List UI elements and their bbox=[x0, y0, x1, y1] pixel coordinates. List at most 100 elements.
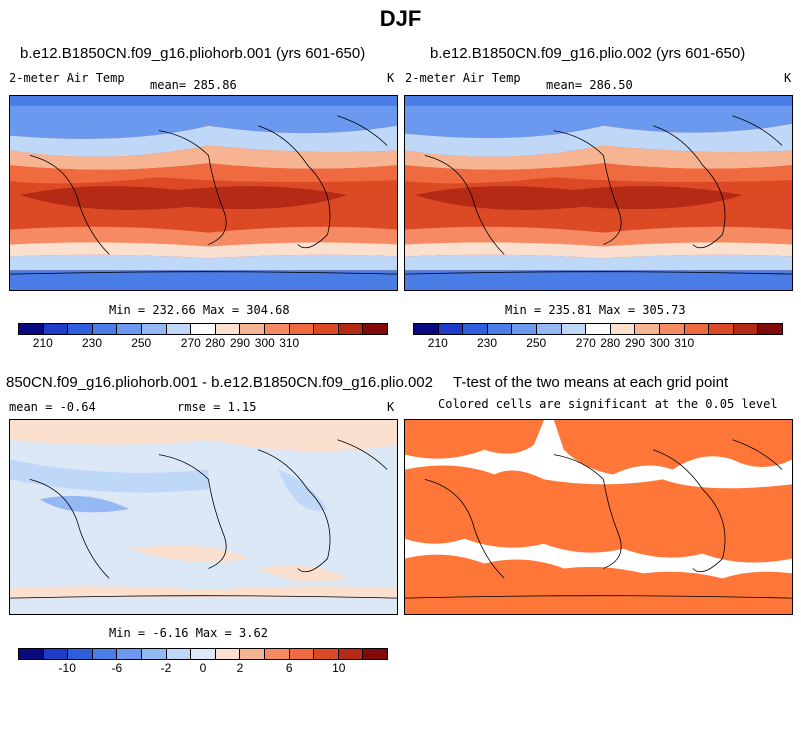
panel-2-minmax: Min = 235.81 Max = 305.73 bbox=[505, 303, 686, 317]
panel-3-colorbar-tick-label: 10 bbox=[332, 661, 346, 675]
panel-2-colorbar-swatch bbox=[733, 324, 759, 334]
panel-2-colorbar-tick-label: 250 bbox=[526, 336, 547, 350]
panel-2-colorbar-tick-label: 210 bbox=[427, 336, 448, 350]
panel-3-colorbar-ticks: -10 -6 -2 0 2 6 10 bbox=[18, 660, 388, 678]
panel-2-map bbox=[404, 95, 793, 291]
panel-2-colorbar-tick-label: 270 bbox=[575, 336, 596, 350]
panel-3-colorbar-swatch bbox=[289, 649, 315, 659]
temperature-map-1 bbox=[10, 96, 397, 290]
panel-3-colorbar-swatch bbox=[314, 649, 339, 659]
ttest-region-north-east bbox=[553, 420, 792, 475]
panel-1-colorbar-tick-label: 290 bbox=[229, 336, 251, 350]
panel-2-colorbar-swatch bbox=[586, 324, 611, 334]
panel-3-colorbar-swatch bbox=[141, 649, 167, 659]
panel-3-map bbox=[9, 419, 398, 615]
panel-2-mean: mean= 286.50 bbox=[546, 78, 633, 92]
panel-2-colorbar-tick-label: 230 bbox=[476, 336, 498, 350]
panel-3-colorbar-tick-label: 0 bbox=[199, 661, 207, 675]
panel-2-colorbar-swatch bbox=[414, 324, 439, 334]
panel-2-units: K bbox=[784, 71, 792, 85]
panel-3-colorbar-tick-label: 2 bbox=[236, 661, 244, 675]
panel-1-colorbar-swatch bbox=[19, 324, 44, 334]
panel-1-title: b.e12.B1850CN.f09_g16.pliohorb.001 (yrs … bbox=[20, 45, 366, 62]
panel-3-colorbar-swatches bbox=[18, 648, 388, 660]
panel-1-colorbar-ticks: 210 230 250 270 280 290 300 310 bbox=[18, 335, 388, 353]
panel-1-colorbar: 210 230 250 270 280 290 300 310 bbox=[18, 323, 388, 353]
panel-1-colorbar-swatch bbox=[215, 324, 241, 334]
panel-3-units: K bbox=[387, 400, 395, 414]
difference-map bbox=[10, 420, 397, 614]
panel-3-colorbar-swatch bbox=[240, 649, 265, 659]
panel-2-colorbar-tick-label: 300 bbox=[649, 336, 670, 350]
panel-3-colorbar-swatch bbox=[264, 649, 290, 659]
panel-3-colorbar-swatch bbox=[166, 649, 192, 659]
panel-1-mean: mean= 285.86 bbox=[150, 78, 237, 92]
panel-1-colorbar-swatch bbox=[289, 324, 315, 334]
panel-3-colorbar-swatch bbox=[363, 649, 387, 659]
panel-1-variable: 2-meter Air Temp bbox=[9, 71, 125, 85]
panel-1-colorbar-tick-label: 280 bbox=[205, 336, 226, 350]
panel-1-colorbar-swatch bbox=[141, 324, 167, 334]
panel-1-colorbar-swatch bbox=[191, 324, 216, 334]
panel-1-colorbar-tick-label: 230 bbox=[81, 336, 103, 350]
panel-1-colorbar-tick-label: 270 bbox=[180, 336, 201, 350]
panel-3-colorbar-swatch bbox=[191, 649, 216, 659]
ttest-region-south bbox=[405, 554, 792, 614]
panel-3-colorbar-tick-label: 6 bbox=[285, 661, 293, 675]
panel-3-colorbar-tick-label: -2 bbox=[160, 661, 172, 675]
panel-3-colorbar: -10 -6 -2 0 2 6 10 bbox=[18, 648, 388, 678]
panel-3-mean: mean = -0.64 bbox=[9, 400, 96, 414]
ttest-region-north-west bbox=[405, 420, 544, 459]
panel-2-colorbar-swatch bbox=[536, 324, 562, 334]
panel-2-variable: 2-meter Air Temp bbox=[405, 71, 521, 85]
panel-2-colorbar-tick-label: 280 bbox=[600, 336, 621, 350]
panel-3-minmax: Min = -6.16 Max = 3.62 bbox=[109, 626, 268, 640]
panel-1-colorbar-tick-label: 250 bbox=[131, 336, 152, 350]
panel-1-colorbar-swatch bbox=[166, 324, 192, 334]
panel-3-colorbar-swatch bbox=[338, 649, 364, 659]
panel-4-map bbox=[404, 419, 793, 615]
panel-2-colorbar-swatch bbox=[561, 324, 587, 334]
panel-3-colorbar-swatch bbox=[19, 649, 44, 659]
panel-3-colorbar-swatch bbox=[43, 649, 69, 659]
panel-1-minmax: Min = 232.66 Max = 304.68 bbox=[109, 303, 290, 317]
panel-3-colorbar-swatch bbox=[68, 649, 93, 659]
ttest-region-tropics bbox=[405, 465, 792, 563]
panel-3-colorbar-swatch bbox=[215, 649, 241, 659]
panel-2-colorbar-swatch bbox=[709, 324, 734, 334]
panel-2-colorbar-tick-label: 310 bbox=[674, 336, 695, 350]
panel-2-colorbar-swatch bbox=[758, 324, 782, 334]
panel-1-colorbar-swatch bbox=[117, 324, 142, 334]
panel-1-colorbar-swatch bbox=[240, 324, 265, 334]
panel-2-title: b.e12.B1850CN.f09_g16.plio.002 (yrs 601-… bbox=[430, 45, 746, 62]
panel-1-units: K bbox=[387, 71, 395, 85]
panel-4-title: T-test of the two means at each grid poi… bbox=[453, 374, 729, 391]
panel-3-colorbar-tick-label: -10 bbox=[58, 661, 76, 675]
panel-1-colorbar-swatch bbox=[314, 324, 339, 334]
panel-2-colorbar-swatch bbox=[635, 324, 660, 334]
panel-2-colorbar-swatch bbox=[684, 324, 710, 334]
panel-1-colorbar-tick-label: 300 bbox=[254, 336, 275, 350]
ttest-map bbox=[405, 420, 792, 614]
panel-2-colorbar-swatch bbox=[487, 324, 513, 334]
panel-1-colorbar-tick-label: 310 bbox=[279, 336, 300, 350]
panel-2-colorbar-swatch bbox=[463, 324, 488, 334]
panel-2-colorbar-swatches bbox=[413, 323, 783, 335]
panel-2-colorbar-swatch bbox=[610, 324, 636, 334]
panel-1-map bbox=[9, 95, 398, 291]
panel-1-colorbar-swatch bbox=[68, 324, 93, 334]
panel-3-colorbar-swatch bbox=[92, 649, 118, 659]
panel-3-title: 850CN.f09_g16.pliohorb.001 - b.e12.B1850… bbox=[6, 374, 433, 391]
panel-4-subtitle: Colored cells are significant at the 0.0… bbox=[438, 397, 778, 411]
panel-1-colorbar-swatch bbox=[92, 324, 118, 334]
panel-2-colorbar-ticks: 210 230 250 270 280 290 300 310 bbox=[413, 335, 783, 353]
panel-2-colorbar: 210 230 250 270 280 290 300 310 bbox=[413, 323, 783, 353]
panel-2-colorbar-swatch bbox=[512, 324, 537, 334]
panel-2-colorbar-swatch bbox=[659, 324, 685, 334]
panel-1-colorbar-swatch bbox=[363, 324, 387, 334]
panel-3-rmse: rmse = 1.15 bbox=[177, 400, 257, 414]
panel-1-colorbar-swatch bbox=[264, 324, 290, 334]
panel-1-colorbar-swatch bbox=[43, 324, 69, 334]
temperature-map-2 bbox=[405, 96, 792, 290]
panel-1-colorbar-swatch bbox=[338, 324, 364, 334]
